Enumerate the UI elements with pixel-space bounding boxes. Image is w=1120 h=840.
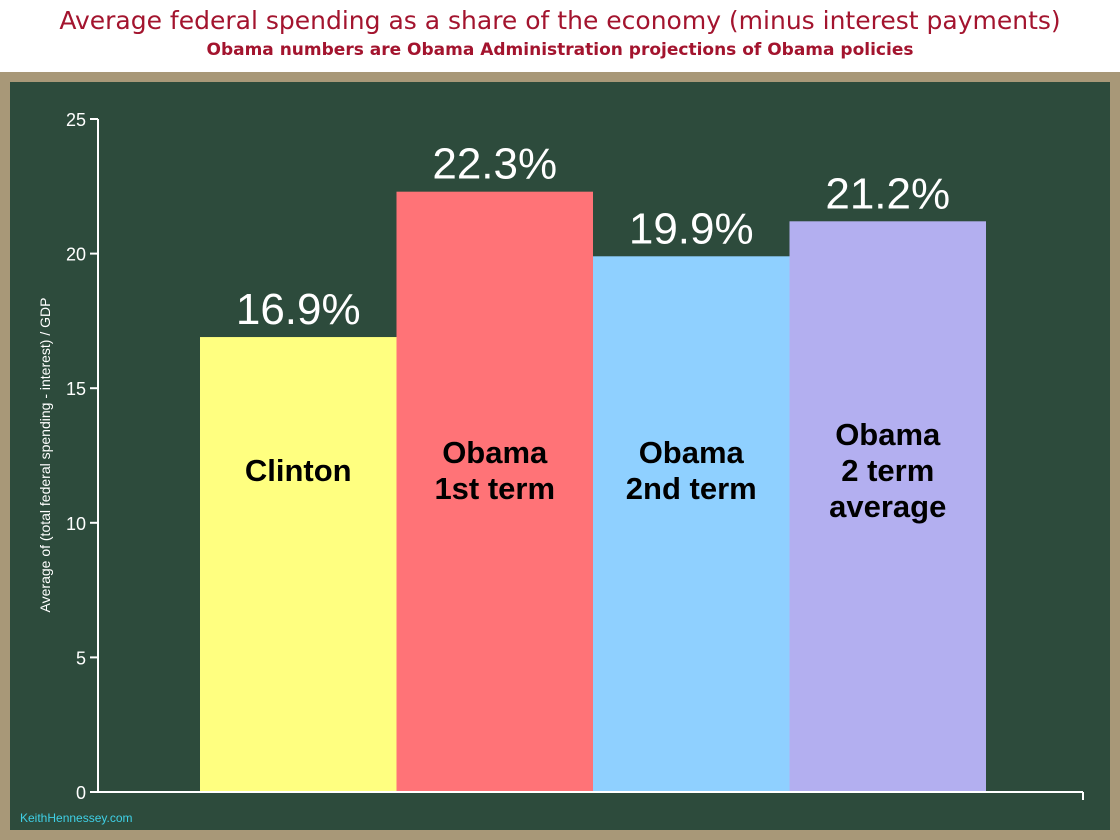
y-tick-label-25: 25	[66, 110, 86, 130]
y-tick-label-5: 5	[76, 648, 86, 668]
y-axis-label: Average of (total federal spending - int…	[37, 298, 53, 613]
bar-1	[396, 191, 593, 792]
y-tick-label-0: 0	[76, 783, 86, 803]
y-tick-label-10: 10	[66, 514, 86, 534]
category-label-3-line-1: 2 term	[841, 453, 934, 488]
category-label-1-line-1: 1st term	[434, 471, 555, 506]
category-label-3-line-2: average	[829, 489, 946, 524]
bar-0	[200, 337, 397, 792]
category-label-1-line-0: Obama	[442, 435, 548, 470]
category-label-2-line-0: Obama	[639, 435, 745, 470]
chart-header: Average federal spending as a share of t…	[0, 0, 1120, 72]
y-tick-label-15: 15	[66, 379, 86, 399]
chart-title: Average federal spending as a share of t…	[59, 6, 1061, 35]
bar-2	[593, 256, 790, 792]
data-label-1: 22.3%	[432, 140, 557, 189]
data-label-3: 21.2%	[825, 169, 950, 218]
category-label-3-line-0: Obama	[835, 417, 941, 452]
data-label-2: 19.9%	[629, 204, 754, 253]
category-label-2-line-1: 2nd term	[626, 471, 757, 506]
chart-subtitle: Obama numbers are Obama Administration p…	[206, 40, 914, 60]
bar-3	[789, 221, 986, 792]
source-credit: KeithHennessey.com	[20, 811, 133, 825]
category-label-0-line-0: Clinton	[245, 453, 352, 488]
data-label-0: 16.9%	[236, 285, 361, 334]
y-tick-label-20: 20	[66, 245, 86, 265]
